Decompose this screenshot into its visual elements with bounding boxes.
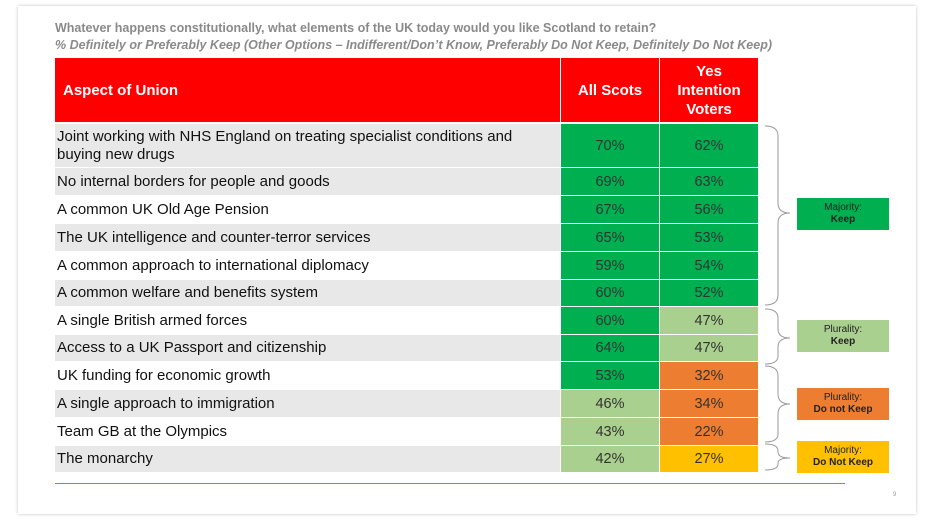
all-scots-value: 60% — [561, 307, 659, 334]
table-row: A common welfare and benefits system 60% 5… — [55, 280, 758, 306]
table-row: No internal borders for people and goods… — [55, 168, 758, 195]
all-scots-value: 69% — [561, 168, 659, 195]
legend-badge-line-2: Do Not Keep — [813, 457, 873, 468]
aspect-label: A common approach to international diplo… — [57, 256, 369, 274]
header-aspect: Aspect of Union — [55, 58, 560, 122]
aspect-label: No internal borders for people and goods — [55, 168, 560, 195]
all-scots-value: 46% — [561, 390, 659, 417]
yes-voters-value: 34% — [660, 390, 758, 417]
table-row: A common approach to international diplo… — [55, 252, 758, 279]
table-row: Access to a UK Passport and citizenship 6… — [55, 335, 758, 361]
legend-badge-plurality-do-not-keep: Plurality: Do not Keep — [797, 388, 889, 420]
table-row: A single British armed forces 60% 47% — [55, 307, 758, 334]
all-scots-value: 42% — [561, 446, 659, 472]
aspect-label: Access to a UK Passport and citizenship — [55, 335, 560, 361]
legend-badge-majority-keep: Majority: Keep — [797, 198, 889, 230]
header-yes-line-3: Voters — [686, 100, 732, 118]
all-scots-value: 65% — [561, 224, 659, 251]
yes-voters-value: 22% — [660, 418, 758, 445]
yes-voters-value: 63% — [660, 168, 758, 195]
bracket-majority-do-not-keep — [764, 443, 791, 471]
legend-badge-line-1: Majority: — [824, 202, 862, 213]
aspect-label: The monarchy — [55, 446, 560, 472]
bracket-plurality-do-not-keep — [764, 365, 791, 443]
page-number: 9 — [893, 492, 897, 498]
table-row: A common UK Old Age Pension 67% 56% — [55, 196, 758, 223]
table-row: Joint working with NHS England on treati… — [55, 124, 758, 167]
aspect-label: A single British armed forces — [57, 311, 248, 329]
all-scots-value: 70% — [561, 124, 659, 167]
all-scots-value: 43% — [561, 418, 659, 445]
table-row: The UK intelligence and counter-terror s… — [55, 224, 758, 251]
legend-badge-line-2: Keep — [830, 214, 856, 225]
header-yes-voters: Yes Intention Voters — [660, 58, 758, 122]
yes-voters-value: 56% — [660, 196, 758, 223]
all-scots-value: 53% — [561, 362, 659, 389]
legend-badge-plurality-keep: Plurality: Keep — [797, 320, 889, 352]
yes-voters-value: 52% — [660, 280, 758, 306]
chart-title: Whatever happens constitutionally, what … — [55, 21, 657, 35]
legend-badge-line-2: Keep — [830, 336, 856, 347]
aspect-label: A common UK Old Age Pension — [57, 200, 269, 218]
yes-voters-value: 54% — [660, 252, 758, 279]
footer-divider — [55, 483, 845, 484]
legend-badge-line-1: Plurality: — [823, 392, 863, 403]
all-scots-value: 64% — [561, 335, 659, 361]
all-scots-value: 60% — [561, 280, 659, 306]
header-yes-line-1: Yes — [696, 62, 722, 80]
yes-voters-value: 27% — [660, 446, 758, 472]
yes-voters-value: 47% — [660, 335, 758, 361]
header-all-scots: All Scots — [561, 58, 659, 122]
legend-badge-line-1: Majority: — [824, 445, 862, 456]
table-row: A single approach to immigration 46% 34% — [55, 390, 758, 417]
bracket-plurality-keep — [764, 308, 791, 365]
aspect-label: The UK intelligence and counter-terror s… — [55, 224, 560, 251]
table-row: UK funding for economic growth 53% 32% — [55, 362, 758, 389]
aspect-label: UK funding for economic growth — [57, 366, 271, 384]
aspect-label: Joint working with NHS England on treati… — [55, 124, 560, 167]
aspect-label: A single approach to immigration — [55, 390, 560, 417]
table-row: The monarchy 42% 27% — [55, 446, 758, 472]
legend-badge-majority-do-not-keep: Majority: Do Not Keep — [797, 441, 889, 473]
table-row: Team GB at the Olympics 43% 22% — [55, 418, 758, 445]
all-scots-value: 67% — [561, 196, 659, 223]
aspect-label: A common welfare and benefits system — [55, 280, 560, 306]
yes-voters-value: 62% — [660, 124, 758, 167]
yes-voters-value: 53% — [660, 224, 758, 251]
chart-subtitle: % Definitely or Preferably Keep (Other O… — [55, 38, 772, 52]
bracket-majority-keep — [764, 125, 791, 306]
legend-badge-line-1: Plurality: — [823, 324, 863, 335]
header-yes-line-2: Intention — [677, 81, 741, 99]
yes-voters-value: 47% — [660, 307, 758, 334]
all-scots-value: 59% — [561, 252, 659, 279]
legend-badge-line-2: Do not Keep — [813, 404, 873, 415]
aspect-label: Team GB at the Olympics — [57, 422, 228, 440]
yes-voters-value: 32% — [660, 362, 758, 389]
